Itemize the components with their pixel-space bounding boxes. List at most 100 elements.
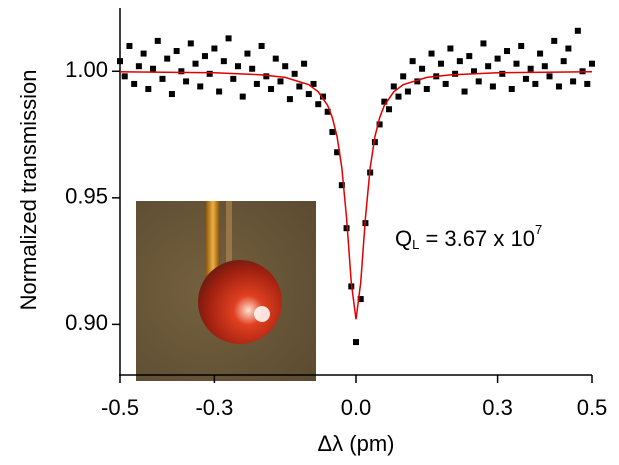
data-point	[499, 70, 506, 77]
data-point	[183, 78, 190, 85]
x-tick-label: 0.5	[577, 395, 608, 420]
data-point	[555, 83, 562, 90]
data-point	[353, 339, 359, 346]
data-point	[150, 65, 157, 72]
data-point	[551, 37, 558, 44]
data-point	[390, 83, 397, 90]
x-tick-label: -0.3	[195, 395, 233, 420]
data-point	[211, 45, 218, 52]
data-point	[452, 70, 459, 77]
data-point	[541, 63, 548, 70]
data-point	[480, 40, 487, 47]
data-point	[145, 85, 152, 92]
data-point	[532, 80, 539, 87]
data-point	[263, 73, 270, 80]
data-point	[131, 80, 138, 87]
data-point	[414, 78, 421, 85]
data-point	[301, 60, 308, 67]
data-point	[173, 48, 180, 55]
data-point	[164, 55, 171, 62]
data-point	[513, 60, 520, 67]
data-point	[386, 106, 393, 113]
data-point	[154, 37, 161, 44]
data-point	[522, 75, 529, 82]
data-point	[159, 75, 166, 82]
data-point	[381, 98, 388, 105]
data-point	[357, 296, 364, 303]
data-point	[277, 78, 284, 85]
data-point	[428, 50, 435, 57]
data-point	[291, 70, 298, 77]
data-point	[117, 58, 123, 65]
data-point	[225, 35, 232, 42]
x-tick-label: -0.5	[101, 395, 139, 420]
data-point	[324, 108, 331, 115]
data-point	[230, 75, 237, 82]
data-point	[466, 53, 473, 60]
data-point	[206, 70, 213, 77]
inset-photo	[136, 201, 316, 381]
data-point	[249, 65, 256, 72]
data-point	[508, 85, 515, 92]
data-point	[395, 93, 402, 100]
data-point	[220, 58, 227, 65]
data-point	[121, 73, 128, 80]
data-point	[329, 129, 336, 136]
data-point	[338, 182, 345, 189]
data-point	[216, 88, 223, 95]
data-point	[126, 42, 133, 49]
data-point	[570, 78, 577, 85]
data-point	[315, 101, 322, 108]
data-point	[489, 83, 496, 90]
fit-line	[119, 71, 593, 320]
data-point	[471, 68, 477, 75]
data-point	[419, 65, 426, 72]
data-point	[409, 58, 416, 65]
data-point	[282, 63, 289, 70]
data-point	[235, 63, 241, 70]
y-tick-label: 0.90	[65, 310, 108, 335]
data-point	[494, 55, 501, 62]
data-point	[239, 93, 246, 100]
data-point	[192, 60, 199, 67]
data-point	[584, 80, 591, 87]
data-point	[187, 40, 194, 47]
data-point	[437, 60, 444, 67]
data-point	[518, 42, 525, 49]
data-point	[565, 45, 572, 52]
data-point	[527, 65, 534, 72]
data-point	[475, 78, 482, 85]
data-point	[253, 80, 260, 87]
data-point	[272, 55, 279, 62]
data-point	[504, 48, 511, 55]
data-point	[201, 53, 208, 60]
data-point	[456, 58, 463, 65]
x-axis-label: Δλ (pm)	[317, 431, 394, 456]
data-point	[589, 60, 595, 67]
annotation: QL = 3.67 x 107	[395, 222, 542, 252]
data-point	[400, 73, 407, 80]
data-point	[197, 83, 204, 90]
data-point	[546, 73, 553, 80]
data-point	[178, 68, 185, 75]
data-point	[423, 85, 430, 92]
data-point	[296, 83, 303, 90]
data-point	[537, 50, 544, 57]
data-point	[310, 80, 317, 87]
data-point	[268, 85, 275, 92]
data-point	[258, 42, 265, 49]
data-point	[319, 93, 326, 100]
data-point	[574, 27, 581, 34]
y-axis-label: Normalized transmission	[16, 70, 41, 311]
data-point	[371, 139, 378, 146]
data-point	[447, 45, 454, 52]
data-point	[404, 88, 411, 95]
data-point	[485, 63, 492, 70]
data-point	[305, 91, 312, 98]
data-point	[343, 225, 350, 232]
data-point	[135, 63, 142, 70]
data-point	[244, 50, 251, 57]
data-point	[442, 80, 449, 87]
data-point	[560, 58, 567, 65]
